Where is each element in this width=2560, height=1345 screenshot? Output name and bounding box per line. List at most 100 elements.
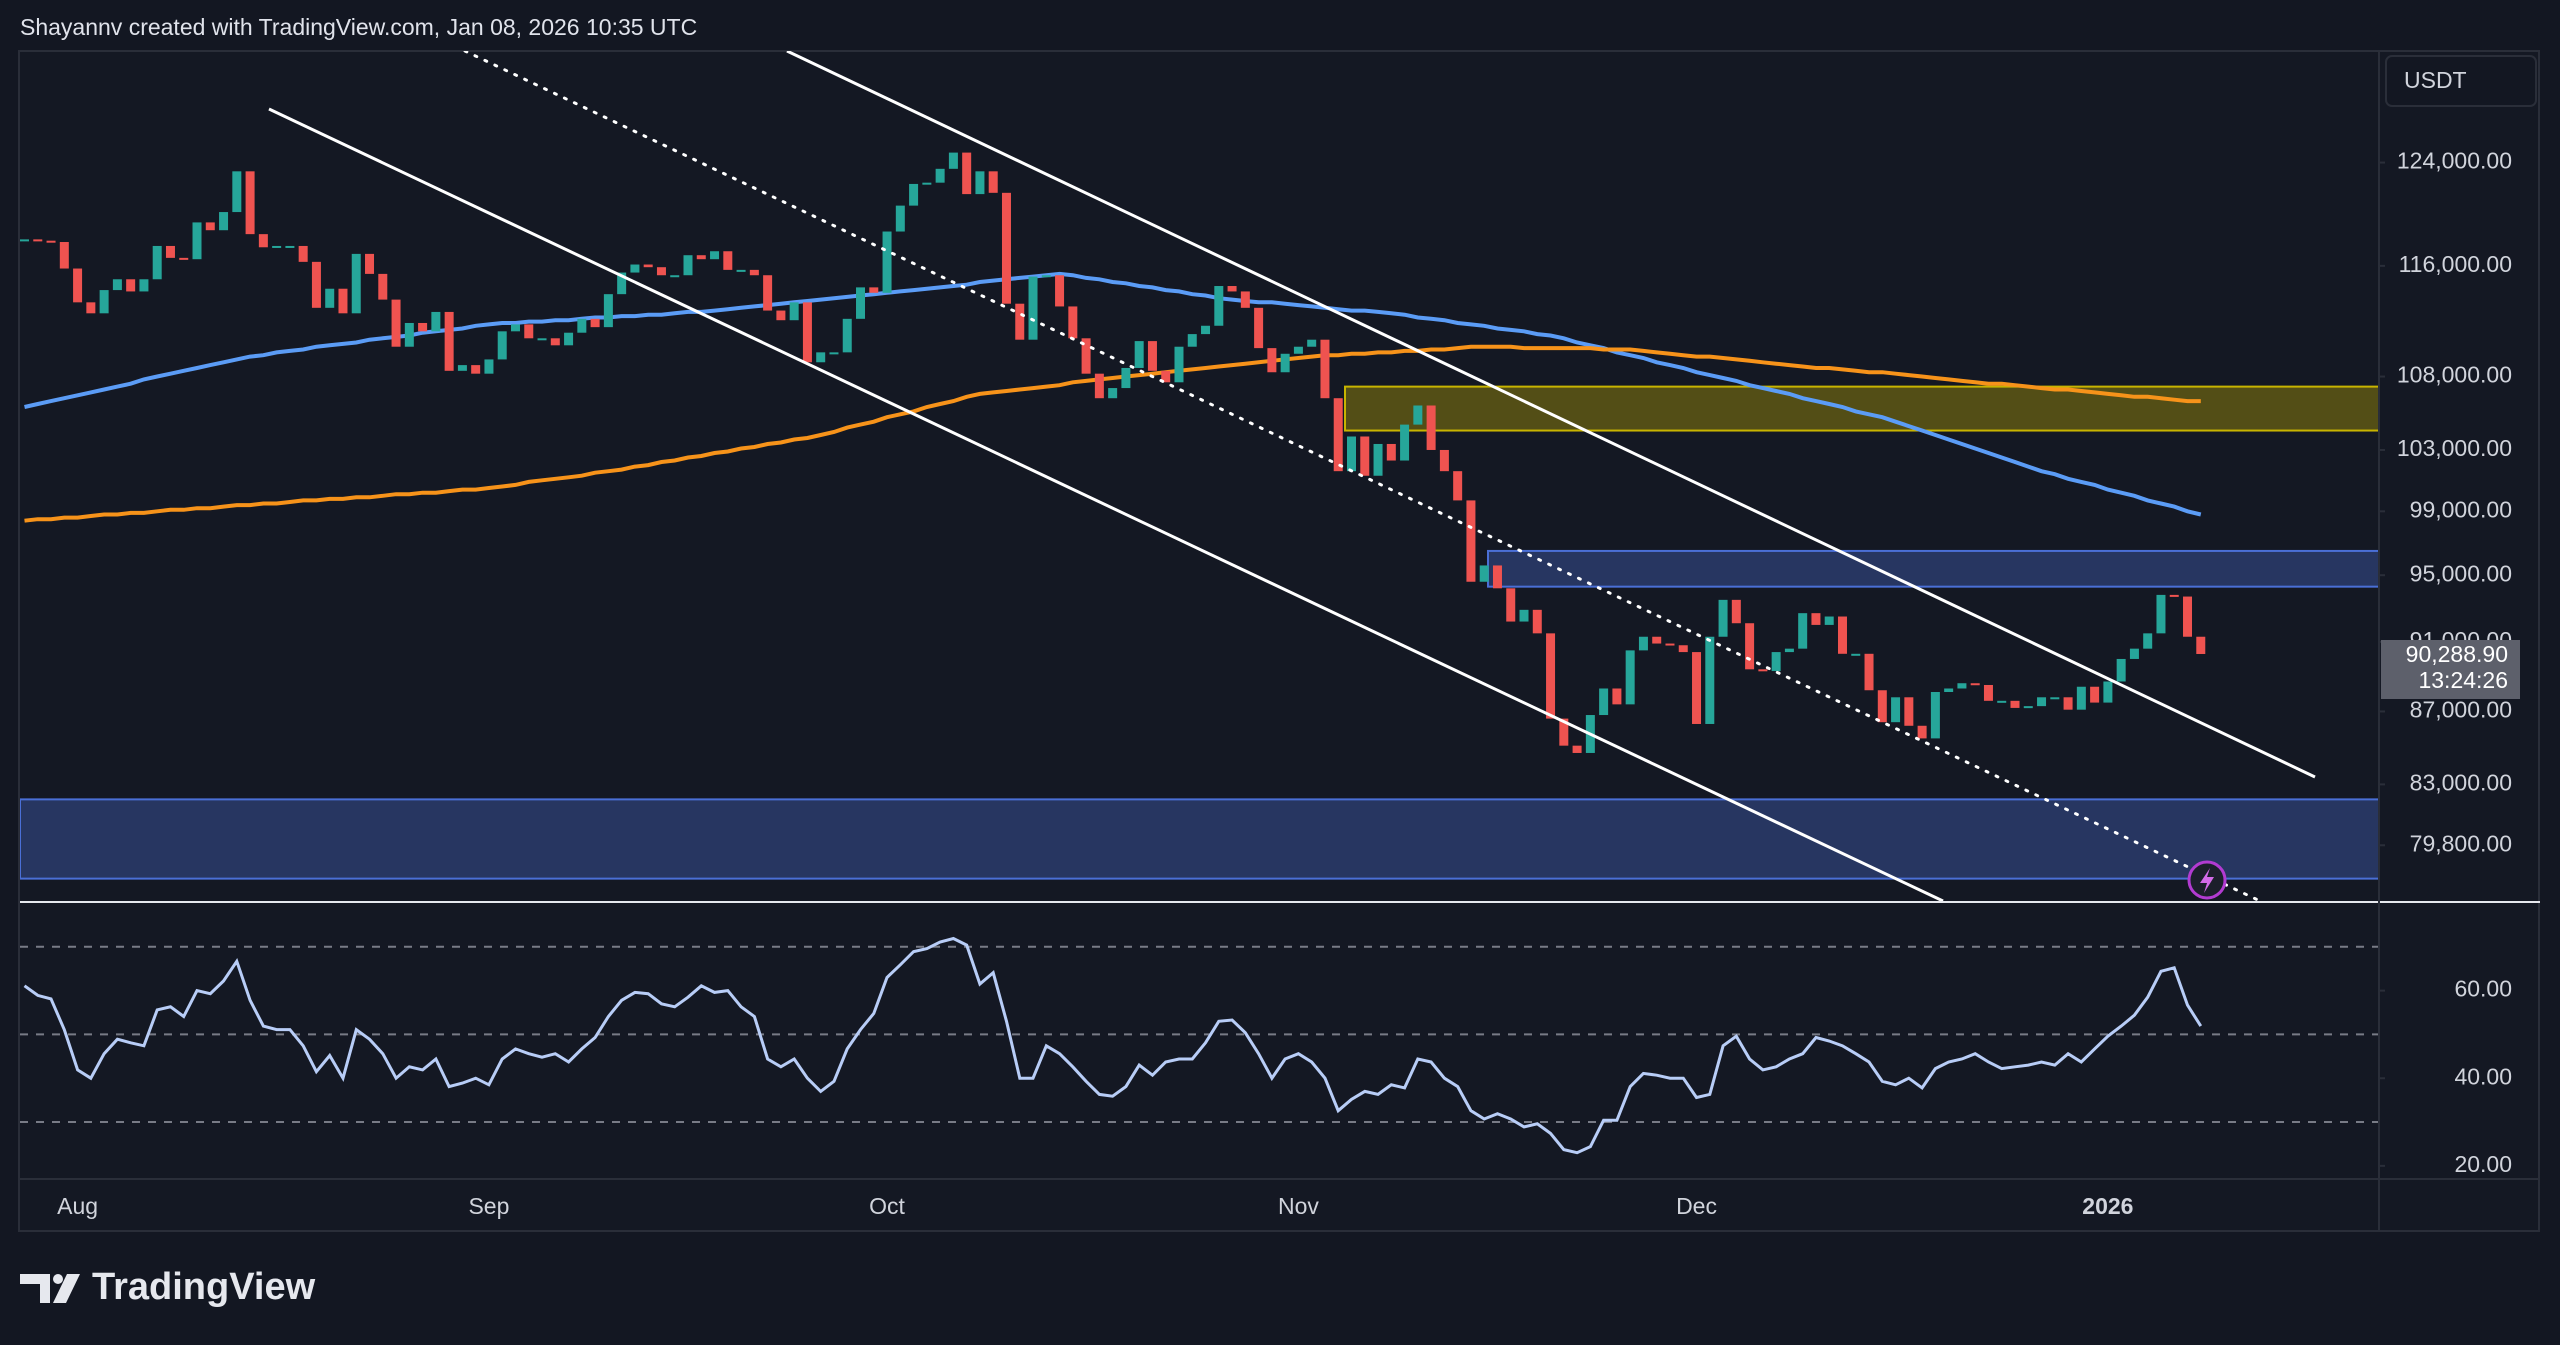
candle (418, 322, 428, 332)
candle (776, 310, 786, 321)
candle (1094, 373, 1104, 399)
y-tick-label: 83,000.00 (2410, 769, 2512, 795)
candle (577, 318, 587, 333)
candle (1293, 346, 1303, 354)
candle (1599, 688, 1609, 716)
currency[interactable]: USDT (2404, 67, 2467, 93)
trendlines (268, 51, 2316, 901)
candle (1240, 291, 1250, 308)
chart-frame (18, 50, 2540, 1232)
candle (99, 290, 109, 314)
candle (457, 365, 467, 371)
candle (1877, 690, 1887, 723)
logo-part (53, 1274, 63, 1284)
candle (988, 171, 998, 193)
alert-icon[interactable] (2187, 860, 2227, 900)
candle (126, 279, 136, 292)
candle (365, 253, 375, 274)
candle (152, 245, 162, 280)
candle (1267, 348, 1277, 373)
candle (1307, 339, 1317, 347)
candle (1506, 588, 1516, 622)
candle (391, 299, 401, 347)
candle (1758, 669, 1768, 672)
candle (749, 269, 759, 276)
zone (20, 798, 2379, 880)
candle (59, 242, 69, 269)
candle (1678, 645, 1688, 653)
y-tick-label: 116,000.00 (2399, 251, 2512, 277)
candle (272, 245, 282, 248)
header: Shayannv created with TradingView.com, J… (20, 14, 697, 40)
candle (643, 264, 653, 268)
candle (404, 322, 414, 347)
candle (1174, 346, 1184, 383)
candle (882, 231, 892, 293)
candle (909, 183, 919, 206)
currency-button[interactable] (2385, 55, 2537, 107)
moving-average (24, 271, 2202, 517)
candle (192, 222, 202, 260)
candle (1731, 599, 1741, 624)
candle (232, 171, 242, 213)
candle (431, 311, 441, 332)
candle (2090, 686, 2100, 703)
candle (603, 294, 613, 328)
candle (1745, 623, 1755, 670)
candle (1413, 405, 1423, 425)
candle (1718, 599, 1728, 637)
candle (829, 352, 839, 355)
x-tick-label: Sep (468, 1193, 509, 1219)
candle (86, 302, 96, 314)
zone (1487, 549, 2379, 588)
candle (1373, 443, 1383, 476)
candle (524, 324, 534, 339)
candle (935, 168, 945, 183)
candle (1453, 471, 1463, 501)
candle (1466, 500, 1476, 582)
y-tick-label: 20.00 (2454, 1151, 2512, 1177)
candle (1320, 339, 1330, 399)
candle (338, 288, 348, 314)
candle (311, 261, 321, 308)
channel-lower (268, 107, 1944, 901)
candle (351, 253, 361, 314)
candle (2169, 594, 2179, 597)
brand: TradingView (92, 1266, 316, 1308)
candle (1559, 718, 1569, 746)
candle (1519, 609, 1529, 622)
y-tick-label: 99,000.00 (2410, 496, 2512, 522)
candle (1068, 306, 1078, 339)
candle (1798, 613, 1808, 649)
candle (842, 318, 852, 353)
candle (1904, 697, 1914, 726)
candle (1612, 688, 1622, 705)
candle (1400, 424, 1410, 461)
candle (33, 239, 43, 242)
candle (736, 269, 746, 272)
candle (1837, 616, 1847, 654)
candle (1665, 643, 1675, 646)
y-tick-label: 108,000.00 (2397, 362, 2512, 388)
candle (1055, 275, 1065, 307)
last-price-label: 90,288.90 (2406, 641, 2508, 667)
candle (802, 302, 812, 363)
y-tick-label: 95,000.00 (2410, 560, 2512, 586)
candle (73, 268, 83, 303)
candle (1386, 443, 1396, 461)
moving-average (24, 344, 2201, 523)
candle (46, 240, 56, 243)
candle (219, 212, 229, 231)
candle (590, 318, 600, 328)
candle (1001, 192, 1011, 304)
candle (1784, 648, 1794, 653)
candle (630, 264, 640, 273)
candle (789, 302, 799, 321)
candle (656, 267, 666, 276)
candle (1347, 436, 1356, 472)
candle (2183, 596, 2193, 637)
candle (2037, 697, 2047, 707)
candle (922, 182, 932, 185)
alert-bolt[interactable] (2200, 868, 2214, 893)
candle (975, 171, 985, 195)
